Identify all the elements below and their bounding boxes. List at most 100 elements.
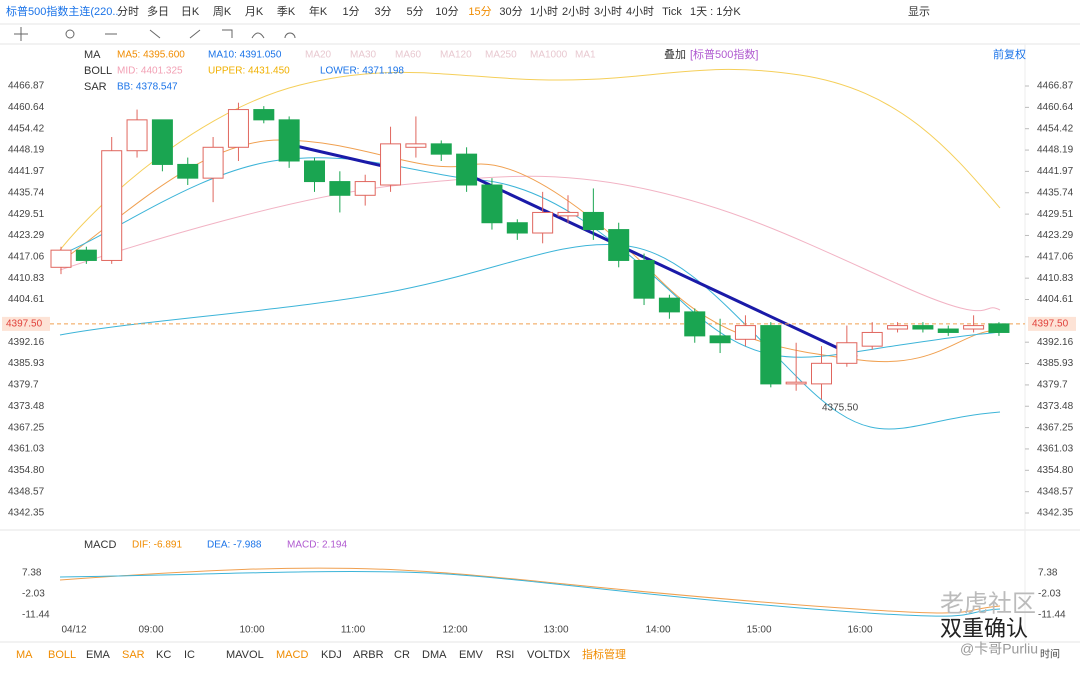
x-tick-label: 11:00 bbox=[341, 625, 366, 636]
period-tab[interactable]: 2小时 bbox=[562, 5, 590, 18]
drawing-tools[interactable] bbox=[14, 27, 296, 41]
x-tick-label: 12:00 bbox=[442, 625, 467, 636]
candle-body bbox=[532, 211, 554, 234]
candle-body bbox=[963, 325, 985, 330]
period-tab[interactable]: 10分 bbox=[435, 5, 458, 18]
range[interactable]: 1天 : 1分K bbox=[690, 5, 741, 18]
indicator-faded: MA60 bbox=[395, 50, 422, 61]
indicator-tab[interactable]: MA bbox=[16, 649, 33, 661]
current-price-label: 4397.50 bbox=[1032, 319, 1069, 330]
y-tick-label: 4348.57 bbox=[1037, 486, 1074, 497]
period-tab[interactable]: 1分 bbox=[342, 5, 359, 18]
y-tick-label: 4448.19 bbox=[1037, 145, 1074, 156]
period-tab[interactable]: 季K bbox=[277, 5, 296, 18]
candle-body bbox=[861, 331, 883, 347]
y-tick-label: 4423.29 bbox=[8, 230, 45, 241]
x-tick-label: 15:00 bbox=[746, 625, 771, 636]
macd-tick-label: -2.03 bbox=[22, 589, 45, 600]
indicator-tab[interactable]: SAR bbox=[122, 649, 145, 661]
candle-body bbox=[506, 222, 528, 234]
indicator-faded: MA1000 bbox=[530, 50, 568, 61]
indicator-tab[interactable]: DMA bbox=[422, 649, 447, 661]
indicator-faded: MA120 bbox=[440, 50, 472, 61]
y-tick-label: 4460.64 bbox=[8, 102, 45, 113]
period-tab[interactable]: 15分 bbox=[468, 5, 491, 18]
candle-body bbox=[481, 184, 503, 224]
indicator-tab[interactable]: MACD bbox=[276, 649, 308, 661]
y-tick-label: 4441.97 bbox=[1037, 166, 1074, 177]
indicator-name[interactable]: MA bbox=[84, 49, 101, 61]
indicator-value: BB: 4378.547 bbox=[117, 82, 178, 93]
period-tab[interactable]: 月K bbox=[245, 6, 264, 18]
indicator-tab[interactable]: VOLTDX bbox=[527, 649, 571, 661]
overlay-label[interactable]: 叠加 bbox=[664, 48, 686, 61]
period-tab[interactable]: 分时 bbox=[117, 5, 139, 18]
symbol-title[interactable]: 标普500指数主连(220... bbox=[6, 4, 122, 18]
period-tab[interactable]: 周K bbox=[213, 5, 232, 18]
indicator-name[interactable]: MACD bbox=[84, 539, 116, 551]
trend-line[interactable] bbox=[457, 168, 858, 359]
y-tick-label: 4454.42 bbox=[1037, 123, 1074, 134]
period-tab[interactable]: 日K bbox=[181, 6, 200, 18]
indicator-name[interactable]: SAR bbox=[84, 81, 107, 93]
y-tick-label: 4342.35 bbox=[8, 508, 45, 519]
watermark-caption: 双重确认 bbox=[940, 616, 1028, 641]
indicator-tab[interactable]: RSI bbox=[496, 649, 514, 661]
period-tab[interactable]: Tick bbox=[662, 6, 682, 18]
period-tab[interactable]: 1小时 bbox=[530, 5, 558, 18]
x-tick-label: 13:00 bbox=[543, 625, 568, 636]
tool-icon[interactable] bbox=[105, 29, 296, 39]
adjust-label[interactable]: 前复权 bbox=[993, 47, 1026, 61]
indicator-name[interactable]: BOLL bbox=[84, 65, 112, 77]
candle-body bbox=[988, 323, 1010, 333]
indicator-tab[interactable]: CR bbox=[394, 649, 410, 661]
period-tab[interactable]: 4小时 bbox=[626, 5, 654, 18]
indicator-tab[interactable]: ARBR bbox=[353, 649, 384, 661]
watermark-brand: 老虎社区 bbox=[940, 590, 1036, 617]
y-tick-label: 4361.03 bbox=[1037, 444, 1074, 455]
indicator-tab[interactable]: KC bbox=[156, 649, 171, 661]
indicator-tab[interactable]: KDJ bbox=[321, 649, 342, 661]
period-tab[interactable]: 5分 bbox=[406, 5, 423, 18]
indicator-value: MA5: 4395.600 bbox=[117, 50, 185, 61]
y-tick-label: 4423.29 bbox=[1037, 230, 1074, 241]
period-tab[interactable]: 30分 bbox=[499, 5, 522, 18]
indicator-tab[interactable]: 指标管理 bbox=[582, 647, 626, 661]
display-menu[interactable]: 显示 bbox=[908, 5, 930, 18]
y-tick-label: 4367.25 bbox=[8, 422, 45, 433]
period-tab[interactable]: 多日 bbox=[147, 4, 169, 18]
y-tick-label: 4354.80 bbox=[1037, 465, 1074, 476]
candle-body bbox=[557, 211, 579, 217]
price-tag bbox=[1028, 316, 1076, 331]
indicator-tab[interactable]: IC bbox=[184, 649, 195, 661]
indicator-tab[interactable]: MAVOL bbox=[226, 649, 264, 661]
indicator-tab[interactable]: EMA bbox=[86, 649, 111, 661]
candle-body bbox=[456, 153, 478, 186]
y-tick-label: 4361.03 bbox=[8, 444, 45, 455]
period-tab[interactable]: 3小时 bbox=[594, 5, 622, 18]
y-tick-label: 4410.83 bbox=[8, 273, 45, 284]
y-tick-label: 4441.97 bbox=[8, 166, 45, 177]
candle-body bbox=[151, 119, 173, 165]
x-tick-label: 04/12 bbox=[61, 625, 86, 636]
candle-body bbox=[658, 297, 680, 313]
indicator-tab[interactable]: EMV bbox=[459, 649, 484, 661]
y-tick-label: 4466.87 bbox=[8, 81, 45, 92]
y-tick-label: 4373.48 bbox=[1037, 401, 1074, 412]
y-tick-label: 4367.25 bbox=[1037, 422, 1074, 433]
indicator-tab[interactable]: BOLL bbox=[48, 649, 76, 661]
candle-body bbox=[785, 381, 807, 385]
annotation: 4375.50 bbox=[822, 403, 859, 414]
period-tab[interactable]: 3分 bbox=[374, 5, 391, 18]
y-tick-label: 4417.06 bbox=[8, 251, 45, 262]
tool-icon[interactable] bbox=[14, 27, 28, 41]
ma5 bbox=[59, 139, 1001, 362]
indicator-value: LOWER: 4371.198 bbox=[320, 66, 404, 77]
period-tab[interactable]: 年K bbox=[309, 4, 328, 18]
tool-icon[interactable] bbox=[65, 29, 75, 39]
macd-tick-label: -11.44 bbox=[1038, 610, 1066, 621]
overlay-name[interactable]: [标普500指数] bbox=[690, 47, 758, 61]
candle-body bbox=[405, 143, 427, 148]
candle-body bbox=[887, 325, 909, 330]
